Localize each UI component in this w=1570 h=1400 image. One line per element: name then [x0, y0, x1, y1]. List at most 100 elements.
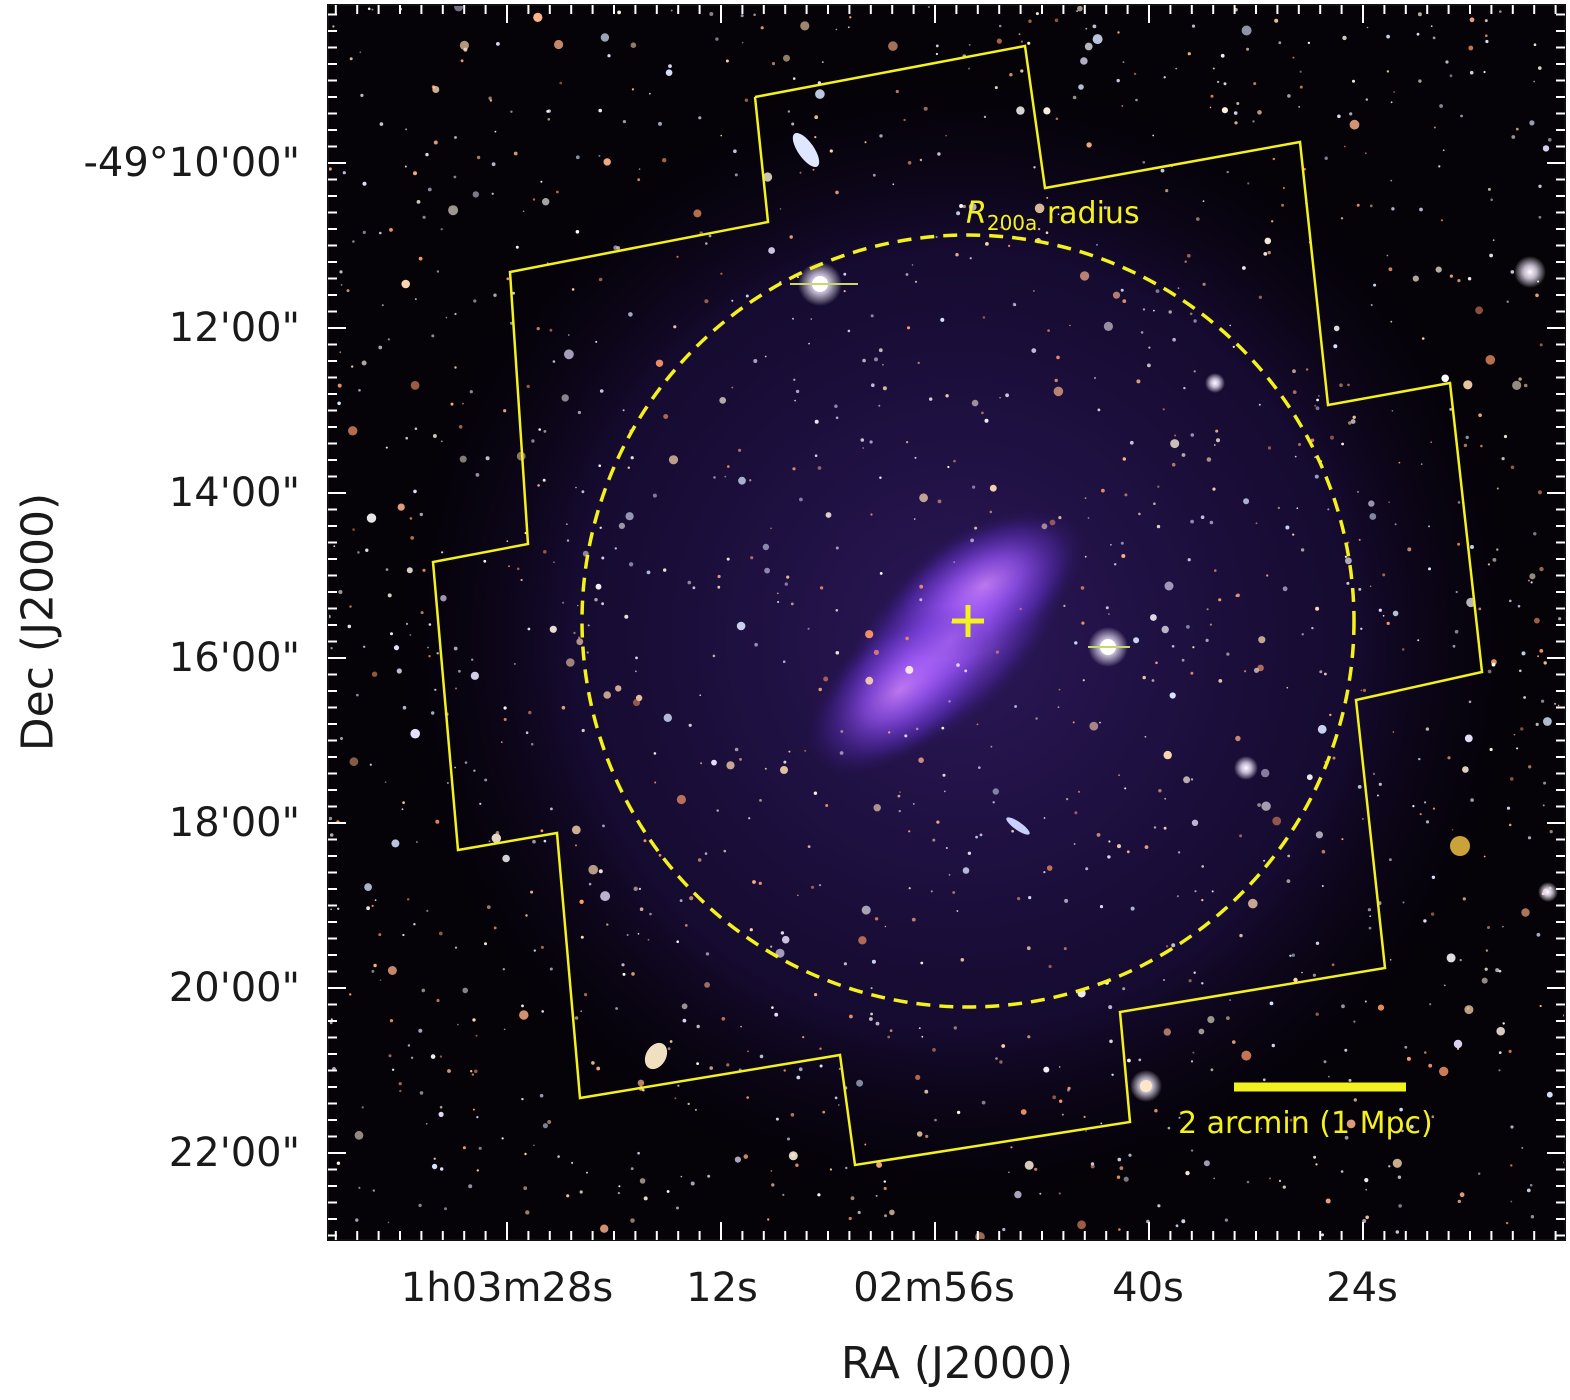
star [1324, 672, 1327, 676]
star [1376, 794, 1379, 797]
star [1311, 626, 1314, 630]
star [1360, 627, 1363, 630]
star [1487, 563, 1490, 566]
star [780, 931, 785, 935]
star [615, 685, 622, 692]
star [579, 899, 584, 904]
star [1232, 1040, 1236, 1044]
star [927, 5, 931, 9]
star [1010, 1146, 1013, 1149]
star [1391, 207, 1395, 211]
star [1028, 19, 1032, 23]
star [1118, 1228, 1121, 1231]
star [390, 632, 393, 636]
star [575, 230, 580, 234]
star [1266, 574, 1269, 577]
star [829, 149, 833, 153]
star [1496, 1026, 1505, 1036]
star [371, 8, 374, 11]
star [1000, 226, 1003, 229]
star [668, 64, 672, 68]
star [1236, 102, 1240, 105]
star [935, 52, 939, 56]
star [1389, 959, 1392, 961]
star [874, 357, 878, 362]
star [1349, 119, 1360, 130]
star [658, 121, 662, 126]
star [542, 478, 546, 482]
star [889, 1209, 895, 1216]
star [1329, 713, 1332, 717]
star [743, 1154, 749, 1159]
star [1529, 573, 1536, 580]
star [807, 845, 811, 848]
star [1523, 696, 1526, 699]
star [1054, 18, 1059, 23]
star [825, 512, 832, 518]
star [945, 134, 948, 137]
star [627, 466, 630, 469]
star [704, 299, 709, 304]
star [871, 959, 876, 964]
star [431, 334, 435, 338]
star [999, 1060, 1003, 1064]
star [819, 1064, 823, 1068]
star [387, 338, 390, 341]
star [1138, 1058, 1142, 1062]
star [1174, 434, 1177, 437]
star [1202, 282, 1206, 286]
star [381, 304, 384, 307]
star [1286, 686, 1289, 689]
star [676, 1206, 679, 1210]
star [1357, 785, 1362, 789]
star [649, 92, 651, 95]
star [1226, 170, 1229, 174]
star [1539, 566, 1544, 572]
star [798, 1067, 803, 1072]
star [571, 825, 581, 835]
star [984, 418, 989, 423]
star [835, 190, 839, 195]
star [941, 726, 945, 730]
star [882, 386, 887, 391]
star [646, 570, 651, 575]
star [807, 627, 810, 630]
star [848, 1216, 852, 1221]
star [432, 86, 440, 93]
star [606, 923, 609, 926]
star [566, 539, 570, 542]
star [1315, 606, 1320, 611]
star [1418, 79, 1422, 83]
star [1378, 608, 1382, 612]
star [1368, 500, 1375, 507]
star [476, 1116, 479, 1119]
star [1103, 321, 1113, 331]
star [1191, 24, 1196, 28]
star [1043, 1066, 1050, 1073]
star [942, 773, 946, 777]
star [1455, 590, 1458, 594]
star [1348, 421, 1352, 425]
star [339, 270, 343, 274]
star [1077, 5, 1083, 12]
star [713, 476, 716, 479]
star [1331, 963, 1335, 967]
star [473, 769, 476, 772]
star [531, 439, 535, 443]
star [506, 277, 510, 281]
star [1186, 625, 1190, 629]
star [601, 602, 604, 606]
star [546, 110, 550, 113]
star [433, 140, 438, 145]
star [406, 567, 413, 574]
star [1345, 557, 1352, 565]
star [1257, 803, 1261, 807]
star [358, 1186, 361, 1189]
star [690, 1181, 695, 1186]
y-axis-title: Dec (J2000) [12, 492, 64, 752]
star [1508, 823, 1512, 827]
star [717, 585, 721, 589]
star [956, 1110, 961, 1115]
star [1333, 344, 1338, 349]
star [501, 741, 503, 743]
